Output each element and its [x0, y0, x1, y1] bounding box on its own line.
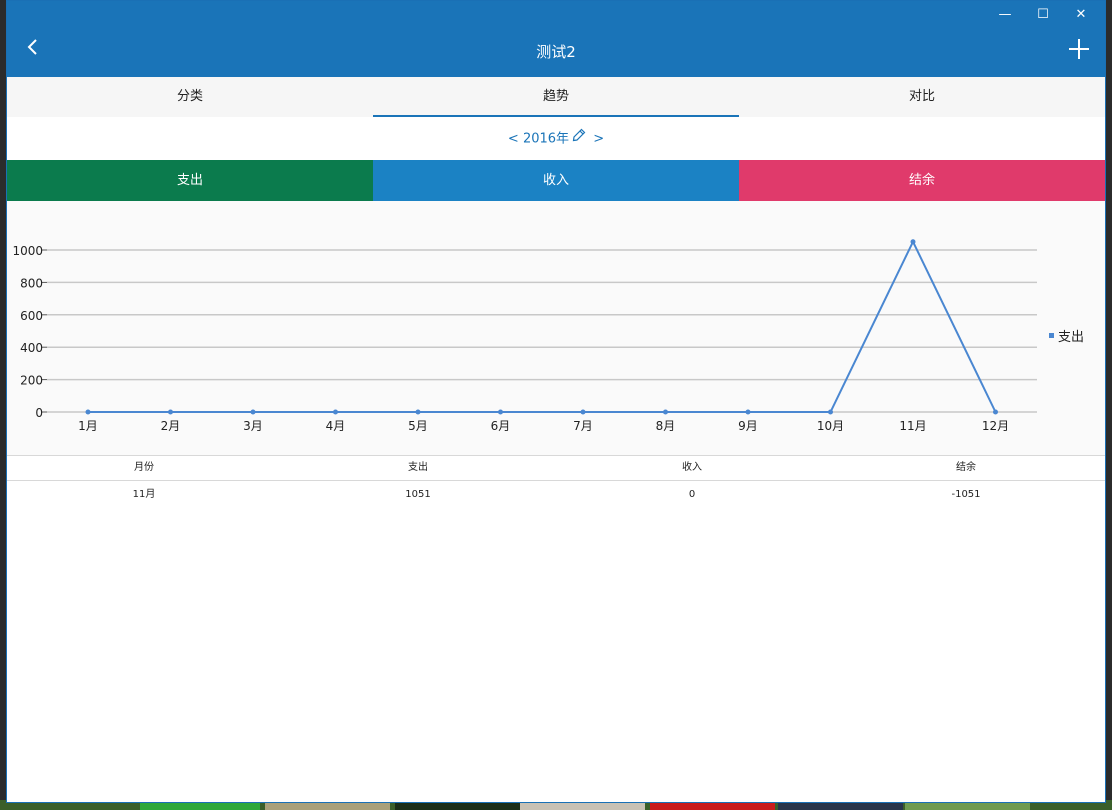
cell-month: 11月: [132, 489, 156, 500]
maximize-button[interactable]: ☐: [1037, 7, 1049, 22]
x-tick-label: 11月: [899, 419, 926, 433]
header-balance: 结余: [956, 462, 976, 473]
cell-income: 0: [688, 489, 696, 500]
x-tick-label: 8月: [656, 419, 676, 433]
y-tick-label: 600: [20, 309, 43, 323]
cell-expense: 1051: [405, 489, 431, 500]
summary-table: 月份 支出 收入 结余 11月 1051 0 -1051: [7, 455, 1105, 505]
back-button[interactable]: [21, 33, 45, 61]
plus-icon: [1069, 39, 1089, 59]
data-point[interactable]: [168, 409, 173, 415]
tab-bar: 分类 趋势 对比: [7, 77, 1105, 117]
year-selector: < 2016年 >: [7, 119, 1105, 159]
x-tick-label: 1月: [78, 419, 98, 433]
data-point[interactable]: [333, 409, 338, 415]
data-point[interactable]: [498, 409, 503, 415]
year-label[interactable]: 2016年: [522, 131, 570, 147]
data-point[interactable]: [993, 409, 998, 415]
y-tick-label: 0: [35, 406, 43, 420]
data-point[interactable]: [415, 409, 421, 415]
data-point[interactable]: [250, 409, 256, 415]
metric-expense-button[interactable]: 支出: [7, 160, 373, 201]
next-year-button[interactable]: >: [593, 131, 605, 147]
x-tick-label: 9月: [738, 419, 758, 433]
metric-income-button[interactable]: 收入: [373, 160, 739, 201]
trend-chart: 0 200 400 600 800 1000 1月 2月 3月 4月 5月 6月 7月 8月 9月 10月 1…: [7, 201, 1105, 455]
prev-year-button[interactable]: <: [507, 131, 519, 147]
data-point[interactable]: [828, 409, 833, 415]
tab-compare[interactable]: 对比: [908, 89, 935, 104]
metric-balance-button[interactable]: 结余: [739, 160, 1105, 201]
data-point[interactable]: [745, 409, 751, 415]
tab-trend[interactable]: 趋势: [373, 77, 739, 117]
add-button[interactable]: [1067, 37, 1091, 61]
legend-swatch: [1049, 333, 1054, 338]
x-tick-label: 3月: [243, 419, 263, 433]
data-point[interactable]: [910, 239, 916, 245]
tab-category[interactable]: 分类: [176, 89, 203, 104]
data-point[interactable]: [580, 409, 586, 415]
x-tick-label: 10月: [817, 419, 844, 433]
table-row: 11月 1051 0 -1051: [7, 481, 1105, 505]
desktop-background: [0, 800, 1112, 810]
x-tick-label: 5月: [408, 419, 428, 433]
app-window: — ☐ ✕ 测试2 分类 趋势 对比 < 2016年 > 支出 收入 结余 0: [6, 0, 1106, 803]
x-tick-label: 4月: [326, 419, 346, 433]
legend-label: 支出: [1058, 330, 1084, 345]
y-tick-label: 400: [20, 341, 43, 355]
header-expense: 支出: [408, 462, 428, 473]
y-tick-label: 200: [20, 374, 43, 388]
y-tick-label: 1000: [12, 244, 43, 258]
header-month: 月份: [134, 462, 154, 473]
y-tick-label: 800: [20, 276, 43, 290]
x-tick-label: 12月: [982, 419, 1009, 433]
x-tick-label: 2月: [161, 419, 181, 433]
x-tick-label: 7月: [573, 419, 593, 433]
x-tick-label: 6月: [491, 419, 511, 433]
data-point[interactable]: [663, 409, 668, 415]
table-header: 月份 支出 收入 结余: [7, 455, 1105, 481]
header-income: 收入: [682, 462, 702, 473]
title-bar: — ☐ ✕ 测试2: [7, 1, 1105, 77]
page-title: 测试2: [536, 43, 576, 61]
minimize-button[interactable]: —: [998, 7, 1012, 22]
cell-balance: -1051: [951, 489, 981, 500]
metric-selector: 支出 收入 结余: [7, 160, 1105, 201]
pencil-icon[interactable]: [572, 119, 586, 159]
series-line: [88, 239, 997, 413]
line-chart: 0 200 400 600 800 1000 1月 2月 3月 4月 5月 6月 7月 8月 9月 10月 1…: [12, 239, 1084, 433]
close-button[interactable]: ✕: [1075, 7, 1087, 22]
chevron-left-icon: [27, 39, 37, 55]
data-point[interactable]: [85, 409, 91, 415]
